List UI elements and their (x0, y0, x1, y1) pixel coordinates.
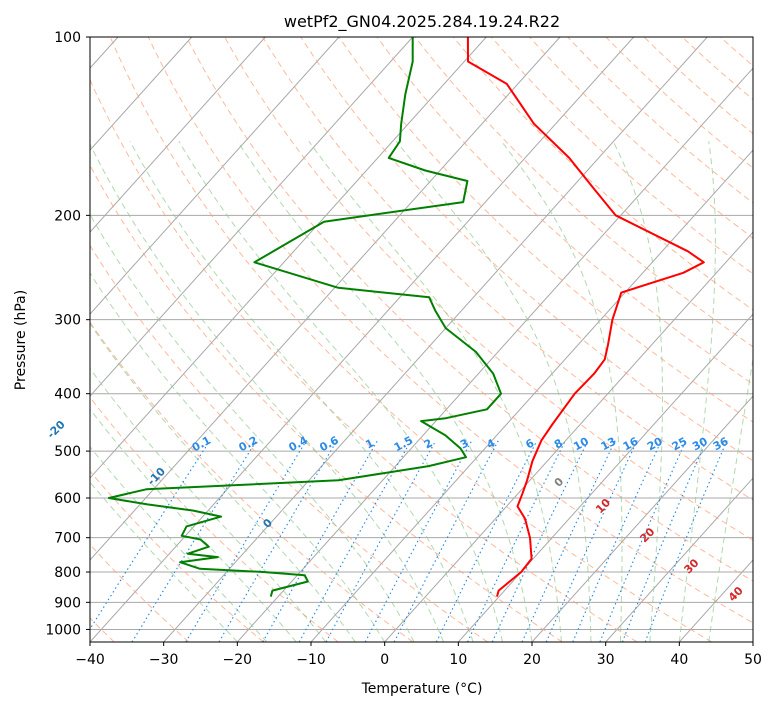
dry-adiabat-line (376, 37, 753, 385)
plot-frame (89, 36, 754, 643)
isotherm-line (90, 37, 635, 642)
mixing-ratio-label: 36 (711, 434, 731, 453)
mixing-ratio-label: 13 (599, 435, 619, 454)
y-tick-label: 1000 (45, 622, 81, 638)
sounding-series (107, 37, 705, 597)
moist-adiabat-line (678, 141, 716, 642)
moist-adiabat-line (90, 481, 238, 642)
isotherm-line (457, 313, 753, 642)
mixing-ratio-line (467, 440, 566, 642)
mixing-ratio-line (364, 440, 473, 642)
dry-adiabat-line (90, 543, 190, 642)
y-tick-label: 100 (54, 30, 81, 46)
moist-adiabat-line (308, 141, 562, 642)
moist-adiabat-line (90, 445, 268, 642)
mixing-ratio-line (218, 440, 338, 642)
isotherm-line (236, 67, 753, 642)
moist-adiabat-line (396, 140, 592, 642)
y-axis: 100 200 300 400 500 600 700 800 900 1000 (45, 30, 90, 638)
isotherm-line (310, 149, 753, 642)
dry-adiabat-line (90, 470, 264, 642)
isotherm-line (90, 37, 266, 233)
mixing-ratio-label: 20 (645, 435, 665, 454)
moist-adiabat-line (129, 141, 474, 642)
dry-adiabat-line (90, 396, 339, 642)
mixing-ratio-line (298, 440, 412, 642)
mixing-ratio-label: 10 (571, 435, 591, 454)
x-tick-label: 50 (744, 652, 762, 668)
dry-adiabat-line (90, 321, 414, 642)
mixing-ratio-line (491, 440, 589, 642)
moist-adiabat-line (237, 141, 533, 642)
moist-adiabat-line (501, 140, 623, 642)
isotherm-line (163, 37, 708, 642)
mixing-ratio-line (435, 440, 538, 642)
isotherm-line (90, 37, 340, 315)
chart-title: wetPf2_GN04.2025.284.19.24.R22 (284, 12, 560, 32)
isotherm-line (531, 395, 753, 642)
moist-adiabat-line (708, 356, 753, 642)
x-tick-label: 0 (380, 652, 389, 668)
dry-adiabat-line (452, 37, 753, 311)
mixing-ratio-lines (90, 440, 728, 642)
mixing-ratio-line (185, 440, 307, 642)
y-tick-label: 600 (54, 491, 81, 507)
dry-adiabats (90, 37, 753, 642)
mixing-ratio-line (393, 440, 499, 642)
dry-adiabat-line (109, 37, 712, 642)
isotherm-line (90, 37, 561, 561)
moist-adiabat-line (90, 408, 297, 642)
y-tick-label: 300 (54, 313, 81, 329)
dry-adiabat-line (414, 37, 753, 348)
isotherm-line (90, 37, 487, 479)
mixing-ratio-label: 25 (670, 435, 690, 454)
mixing-ratio-line (621, 440, 707, 642)
y-tick-label: 900 (54, 595, 81, 611)
moist-adiabat-line (178, 141, 503, 642)
mixing-ratio-line (262, 440, 378, 642)
mixing-ratio-label: 16 (621, 435, 641, 454)
x-tick-label: −40 (75, 652, 105, 668)
moist-adiabat-line (612, 141, 663, 642)
y-tick-label: 500 (54, 444, 81, 460)
x-tick-label: −10 (296, 652, 326, 668)
moist-adiabat-line (90, 367, 327, 642)
y-tick-label: 400 (54, 387, 81, 403)
x-tick-label: 20 (523, 652, 541, 668)
dry-adiabat-line (147, 37, 753, 624)
dry-adiabat-line (90, 244, 488, 642)
mixing-ratio-line (644, 440, 728, 642)
x-tick-label: 40 (670, 652, 688, 668)
mixing-ratio-label: 30 (690, 435, 710, 454)
y-axis-label: Pressure (hPa) (13, 290, 29, 390)
y-tick-label: 700 (54, 531, 81, 547)
x-tick-label: −30 (149, 652, 179, 668)
dry-adiabat-line (90, 164, 563, 642)
mixing-ratio-line (325, 440, 437, 642)
isotherm-line (605, 477, 753, 642)
temperature-profile-line (466, 37, 705, 597)
mixing-ratio-line (131, 440, 257, 642)
moist-adiabat-line (90, 143, 445, 642)
x-axis: −40 −30 −20 −10 0 10 20 30 40 50 (75, 642, 762, 668)
dewpoint-profile-line (107, 37, 502, 597)
x-tick-label: 30 (597, 652, 615, 668)
x-tick-label: 10 (449, 652, 467, 668)
y-tick-label: 200 (54, 208, 81, 224)
isotherm-line (384, 231, 753, 642)
x-tick-label: −20 (223, 652, 253, 668)
y-tick-label: 800 (54, 565, 81, 581)
x-axis-label: Temperature (°C) (361, 681, 483, 697)
moist-adiabat-line (90, 213, 415, 642)
isotherm-line (90, 37, 193, 151)
isotherm-line (90, 37, 414, 397)
